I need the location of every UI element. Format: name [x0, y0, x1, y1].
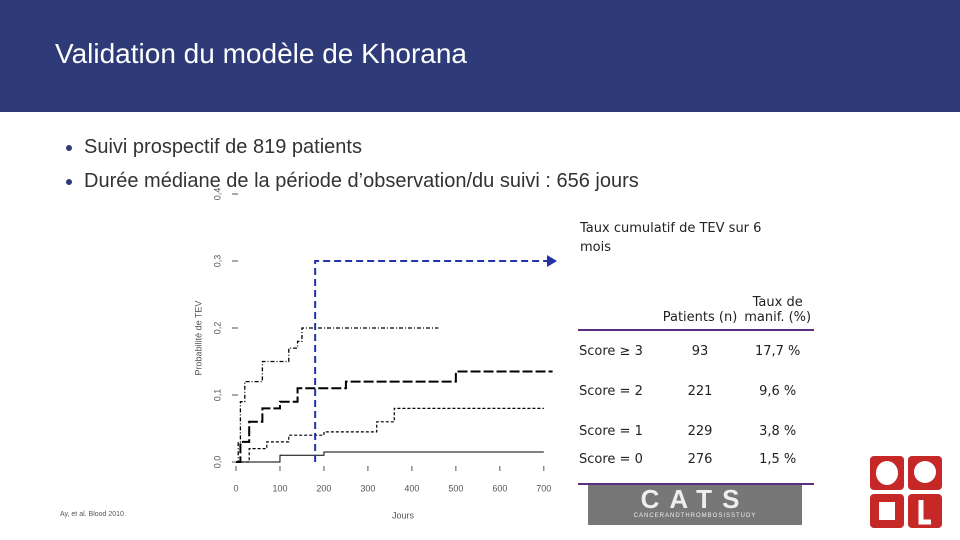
km-curve — [236, 451, 544, 463]
x-tick-label: 200 — [316, 483, 331, 493]
table-cell: 93 — [691, 343, 709, 359]
bullet-list: Suivi prospectif de 819 patients Durée m… — [52, 130, 639, 198]
km-curve — [236, 407, 544, 463]
table-cell: 221 — [687, 383, 713, 399]
header-cell — [578, 262, 659, 331]
y-tick-label: 0,2 — [212, 322, 222, 335]
logo: CATS CANCERANDTHROMBOSISSTUDY — [588, 485, 802, 525]
table-cell: 17,7 % — [754, 343, 801, 359]
y-tick-label: 0,4 — [212, 188, 222, 201]
y-tick-label: 0,0 — [212, 456, 222, 469]
reference-arrow — [547, 255, 557, 267]
table-cell: 3,8 % — [759, 423, 797, 439]
icon-shape — [876, 461, 898, 485]
citation: Ay, et al. Blood 2010. — [60, 511, 126, 518]
table-row: Score ≥ 3 93 17,7 % — [578, 330, 814, 371]
slide-title: Validation du modèle de Khorana — [55, 38, 468, 69]
x-tick-label: 400 — [404, 483, 419, 493]
organ-icons — [870, 456, 942, 528]
table-row: Score = 0 276 1,5 % — [578, 451, 814, 485]
table-cell: 276 — [658, 451, 742, 485]
table-cell: 9,6 % — [759, 383, 797, 399]
x-tick-label: 700 — [536, 483, 551, 493]
bullet: Durée médiane de la période d’observatio… — [84, 164, 639, 198]
icon-shape — [879, 502, 895, 520]
icon-shape — [918, 500, 931, 525]
x-tick-label: 300 — [360, 483, 375, 493]
x-tick-label: 100 — [272, 483, 287, 493]
table-cell: 1,5 % — [741, 451, 814, 485]
km-curve — [236, 370, 553, 463]
header-cell: Taux de manif. (%) — [741, 262, 814, 331]
bullet: Suivi prospectif de 819 patients — [84, 130, 639, 164]
table-row: Score = 1 229 3,8 % — [578, 411, 814, 451]
table: Patients (n) Taux de manif. (%) Score ≥ … — [578, 262, 814, 485]
y-tick-label: 0,1 — [212, 389, 222, 402]
header-bar: Validation du modèle de Khorana — [0, 0, 960, 112]
x-tick-label: 500 — [448, 483, 463, 493]
logo-name: CATS — [640, 484, 750, 514]
table-row: Score = 2 221 9,6 % — [578, 371, 814, 411]
x-tick-label: 600 — [492, 483, 507, 493]
reference-line — [314, 260, 549, 462]
table-cell: Score = 0 — [578, 451, 659, 485]
icon — [908, 494, 942, 528]
table-cell: Score ≥ 3 — [579, 343, 643, 359]
header-cell: Patients (n) — [658, 262, 742, 331]
km-curve — [236, 327, 439, 463]
logo-subtitle: CANCERANDTHROMBOSISSTUDY — [633, 513, 757, 519]
table-cell: Score = 1 — [579, 423, 643, 439]
table-cell: 229 — [687, 423, 713, 439]
annotation: Taux cumulatif de TEV sur 6 mois — [580, 221, 762, 255]
table-header: Patients (n) Taux de manif. (%) — [578, 262, 814, 331]
x-tick-label: 0 — [233, 483, 238, 493]
icon-shape — [914, 461, 936, 483]
x-axis-label: Jours — [392, 510, 415, 520]
table-cell: Score = 2 — [579, 383, 643, 399]
y-axis-label: Probabilité de TEV — [193, 301, 203, 376]
y-tick-label: 0,3 — [212, 255, 222, 268]
